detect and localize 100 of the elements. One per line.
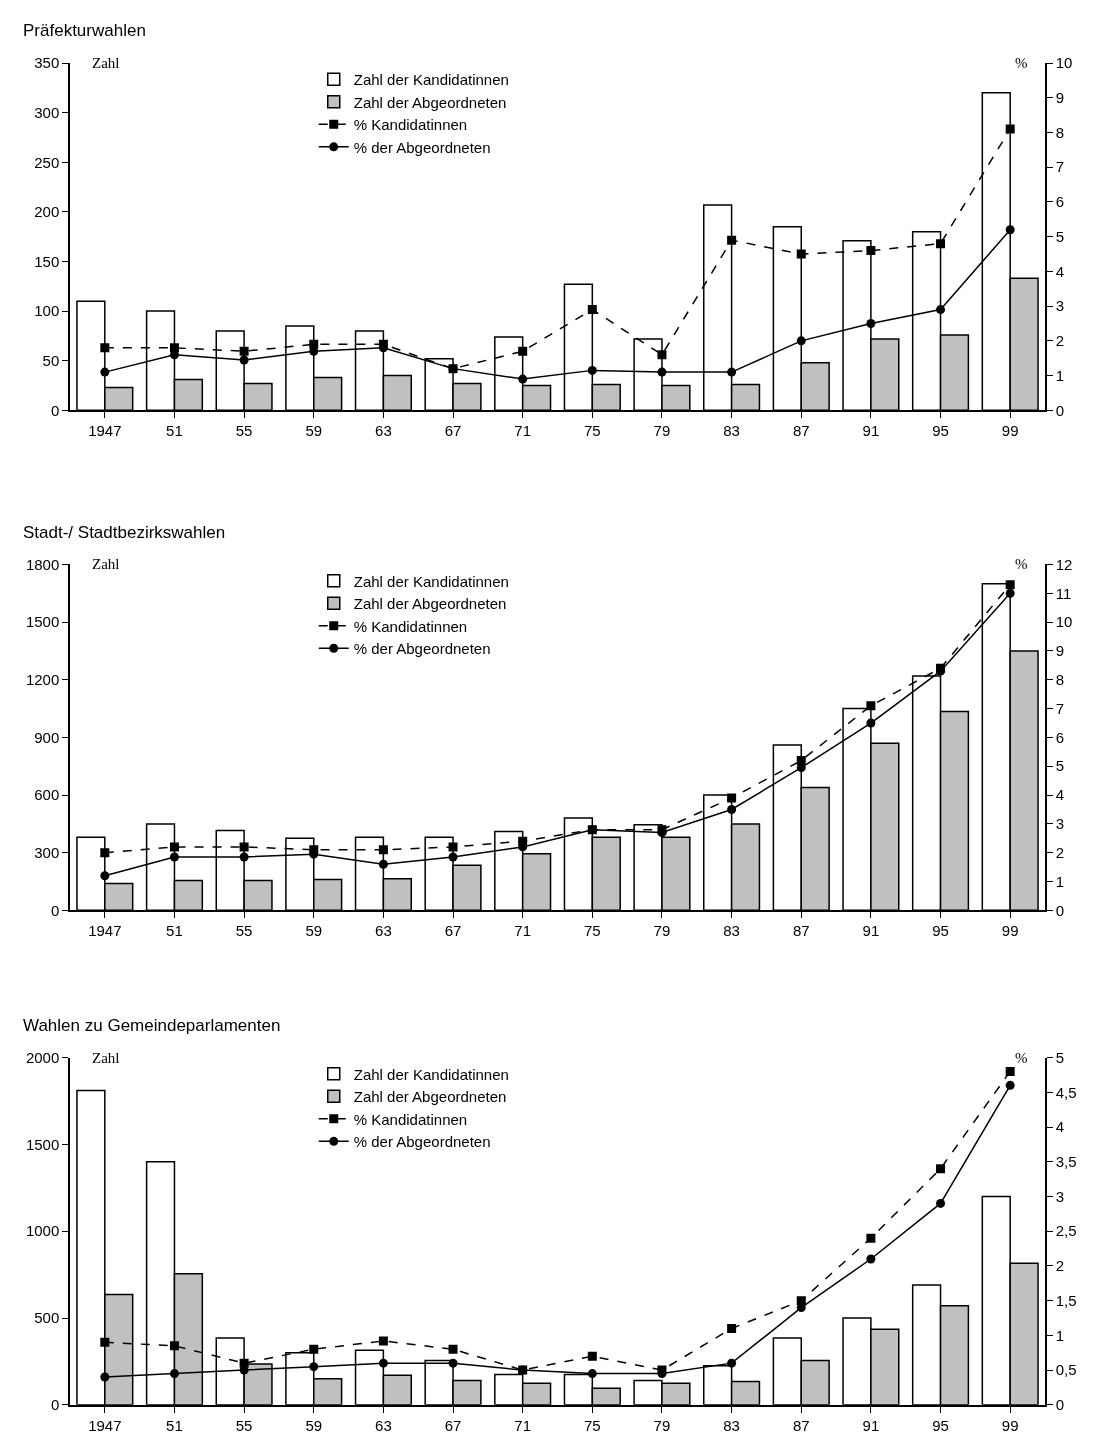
y2-tick-label: 2,5 (1055, 1222, 1077, 1240)
y2-tick-label: 1 (1055, 1326, 1065, 1344)
x-tick-label: 1947 (88, 422, 122, 440)
y2-tick-label: 9 (1055, 89, 1065, 107)
x-tick-label: 1947 (88, 1416, 122, 1434)
y-tick-label: 150 (34, 252, 60, 270)
y-tick-label: 900 (34, 728, 60, 746)
x-tick-label: 75 (583, 422, 601, 440)
x-tick-label: 91 (862, 422, 880, 440)
y2-tick-label: 0,5 (1055, 1361, 1077, 1379)
y2-tick-label: 1,5 (1055, 1291, 1077, 1309)
x-tick-label: 55 (235, 422, 253, 440)
legend-label: % der Abgeordneten (353, 640, 491, 658)
y-tick-label: 1500 (25, 613, 60, 631)
x-tick-label: 71 (514, 1416, 532, 1434)
y2-tick-label: 1 (1055, 872, 1065, 890)
y-tick-label: 1800 (25, 555, 60, 573)
legend-label: % Kandidatinnen (353, 116, 468, 134)
x-tick-label: 51 (166, 1416, 183, 1434)
y-tick-label: 500 (34, 1309, 60, 1327)
chart-title: Wahlen zu Gemeindeparlamenten (23, 1016, 281, 1035)
y-tick-label: 200 (34, 203, 60, 221)
y-tick-label: 1500 (25, 1135, 60, 1153)
y2-tick-label: 3,5 (1055, 1153, 1077, 1170)
y-tick-label: 2000 (25, 1048, 60, 1066)
x-tick-label: 51 (166, 422, 183, 440)
x-tick-label: 75 (583, 922, 601, 940)
chart-title: Stadt-/ Stadtbezirkswahlen (23, 523, 226, 542)
y-tick-label: 0 (50, 401, 60, 419)
y2-tick-label: 2 (1055, 1257, 1065, 1275)
x-tick-label: 95 (932, 422, 949, 440)
y2-tick-label: 1 (1055, 366, 1065, 384)
legend-label: % der Abgeordneten (353, 138, 491, 156)
y2-tick-label: 4 (1055, 1118, 1065, 1136)
x-tick-label: 75 (583, 1416, 601, 1434)
y2-tick-label: 0 (1055, 401, 1065, 419)
y-tick-label: 0 (50, 901, 60, 919)
x-tick-label: 87 (792, 1416, 810, 1434)
legend-label: Zahl der Kandidatinnen (353, 71, 509, 89)
x-tick-label: 59 (305, 422, 323, 440)
y2-tick-label: 3 (1055, 1187, 1065, 1205)
x-tick-label: 71 (514, 422, 532, 440)
y2-tick-label: 8 (1055, 671, 1065, 689)
y-axis-title: Zahl (92, 55, 120, 71)
x-tick-label: 55 (235, 922, 253, 940)
x-tick-label: 83 (723, 422, 740, 440)
x-tick-label: 91 (862, 1416, 880, 1434)
legend-label: % der Abgeordneten (353, 1133, 491, 1151)
x-tick-label: 83 (723, 922, 740, 940)
x-tick-label: 79 (653, 1416, 671, 1434)
y2-tick-label: 10 (1055, 613, 1073, 631)
x-tick-label: 63 (375, 922, 392, 940)
y-axis-title: Zahl (92, 556, 120, 572)
y2-tick-label: 7 (1055, 158, 1065, 176)
y2-axis-title: % (1015, 1050, 1028, 1066)
y-tick-label: 350 (34, 54, 60, 72)
y2-axis-title: % (1015, 55, 1028, 71)
y2-tick-label: 11 (1055, 584, 1072, 602)
x-tick-label: 59 (305, 1416, 323, 1434)
y2-tick-label: 8 (1055, 123, 1065, 141)
legend-label: % Kandidatinnen (353, 1110, 468, 1128)
legend-label: Zahl der Kandidatinnen (353, 1065, 509, 1083)
y2-tick-label: 3 (1055, 815, 1065, 833)
y-tick-label: 300 (34, 843, 60, 861)
x-tick-label: 67 (444, 422, 462, 440)
y2-tick-label: 12 (1055, 555, 1073, 573)
y2-tick-label: 6 (1055, 193, 1065, 211)
x-tick-label: 99 (1001, 1416, 1019, 1434)
y2-tick-label: 2 (1055, 843, 1065, 861)
y2-tick-label: 10 (1055, 54, 1073, 72)
y2-tick-label: 7 (1055, 699, 1065, 717)
y2-tick-label: 4 (1055, 262, 1065, 280)
y-tick-label: 600 (34, 786, 60, 804)
legend-label: Zahl der Abgeordneten (353, 93, 507, 111)
x-tick-label: 83 (723, 1416, 740, 1434)
x-tick-label: 67 (444, 1416, 462, 1434)
x-tick-label: 95 (932, 922, 949, 940)
y-tick-label: 50 (42, 351, 60, 369)
x-tick-label: 99 (1001, 922, 1019, 940)
x-tick-label: 55 (235, 1416, 253, 1434)
legend-label: Zahl der Abgeordneten (353, 1088, 507, 1106)
y2-tick-label: 5 (1055, 757, 1065, 775)
y-tick-label: 250 (34, 153, 60, 171)
y2-tick-label: 6 (1055, 728, 1065, 746)
chart-title: Präfekturwahlen (23, 21, 146, 40)
x-tick-label: 87 (792, 922, 810, 940)
y2-tick-label: 5 (1055, 1048, 1065, 1066)
y2-tick-label: 5 (1055, 227, 1065, 245)
x-tick-label: 79 (653, 422, 671, 440)
x-tick-label: 71 (514, 922, 532, 940)
y-tick-label: 300 (34, 103, 60, 121)
x-tick-label: 79 (653, 922, 671, 940)
x-tick-label: 95 (932, 1416, 949, 1434)
y-axis-title: Zahl (92, 1050, 120, 1066)
y2-tick-label: 0 (1055, 901, 1065, 919)
x-tick-label: 99 (1001, 422, 1019, 440)
x-tick-label: 91 (862, 922, 880, 940)
x-tick-label: 87 (792, 422, 810, 440)
y-tick-label: 1200 (25, 671, 60, 689)
y2-axis-title: % (1015, 556, 1028, 572)
